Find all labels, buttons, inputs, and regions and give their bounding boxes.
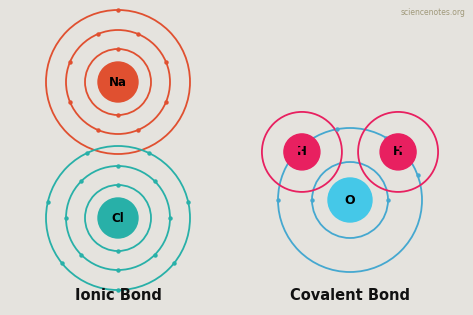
Circle shape — [98, 198, 138, 238]
Text: sciencenotes.org: sciencenotes.org — [400, 8, 465, 17]
Circle shape — [328, 178, 372, 222]
Text: Covalent Bond: Covalent Bond — [290, 288, 410, 303]
Text: Na: Na — [109, 76, 127, 89]
Circle shape — [98, 62, 138, 102]
Text: Cl: Cl — [112, 211, 124, 225]
Text: H: H — [393, 146, 403, 158]
Text: Ionic Bond: Ionic Bond — [75, 288, 161, 303]
Circle shape — [284, 134, 320, 170]
Text: O: O — [345, 193, 355, 207]
Circle shape — [380, 134, 416, 170]
Text: H: H — [297, 146, 307, 158]
